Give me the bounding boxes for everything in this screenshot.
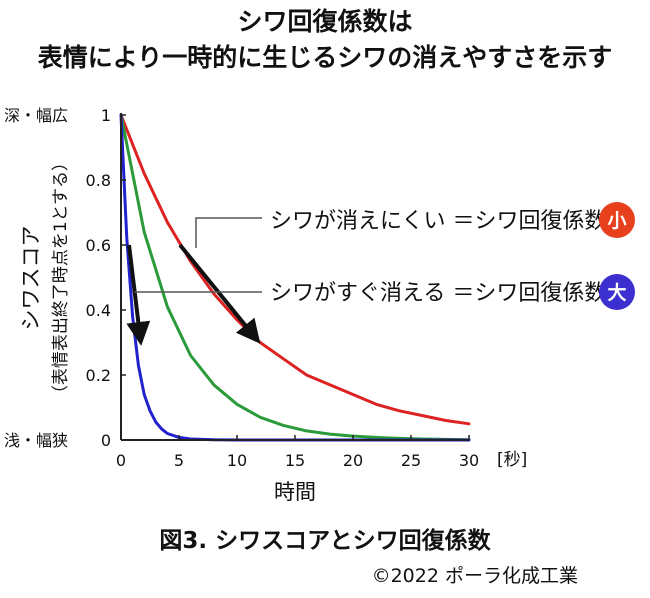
series-line-2: [119, 113, 471, 442]
tick-labels: 00.20.40.60.810 5 10 15 20 25 30: [86, 106, 480, 470]
annotations: シワが消えにくい ＝シワ回復係数 小シワがすぐ消える ＝シワ回復係数大: [134, 202, 635, 310]
y-axis-title: シワスコア: [19, 226, 43, 331]
axes: [120, 113, 470, 441]
x-tick-label: 25: [401, 451, 421, 470]
y-axis-subtitle: （表情表出終了時点を1とする）: [51, 154, 71, 402]
x-tick-label: 10: [227, 451, 247, 470]
arrow-slow-decay: [178, 243, 261, 344]
y-tick-label: 0.2: [86, 366, 111, 385]
y-top-label: 深・幅広: [4, 106, 68, 125]
annotation-badge-label: 大: [607, 281, 626, 304]
y-tick-label: 0.8: [86, 171, 111, 190]
chart-title-line2: 表情により一時的に生じるシワの消えやすさを示す: [37, 43, 613, 72]
x-tick-label: 20: [343, 451, 363, 470]
x-axis-title: 時間: [274, 480, 316, 504]
leader-line-slow: [195, 217, 262, 248]
x-tick-label: 15: [285, 451, 305, 470]
y-tick-label: 0.4: [86, 301, 111, 320]
trend-arrows: [126, 243, 261, 346]
chart-area: 00.20.40.60.810 5 10 15 20 25 30 シワが消えにくい ＝シワ回…: [4, 106, 635, 504]
annotation-text: シワが消えにくい ＝シワ回復係数: [270, 209, 607, 234]
x-axis-unit: [秒]: [497, 450, 527, 470]
series-line-3: [119, 113, 471, 442]
series-line-1: [119, 113, 471, 426]
x-tick-label: 0: [116, 451, 126, 470]
annotation-text: シワがすぐ消える ＝シワ回復係数: [270, 281, 606, 306]
copyright-notice: ©2022 ポーラ化成工業: [371, 565, 578, 587]
annotation-badge: [599, 274, 635, 310]
y-tick-label: 0: [101, 431, 111, 450]
annotation-badge: [599, 202, 635, 238]
arrow-fast-decay: [126, 244, 151, 346]
y-tick-label: 0.6: [86, 236, 111, 255]
figure-caption: 図3. シワスコアとシワ回復係数: [159, 528, 491, 554]
chart-title-line1: シワ回復係数は: [237, 7, 413, 36]
series-lines: [119, 113, 471, 442]
y-tick-label: 1: [101, 106, 111, 125]
x-tick-label: 30: [459, 451, 479, 470]
annotation-badge-label: 小: [607, 210, 626, 232]
y-bottom-label: 浅・幅狭: [4, 431, 68, 450]
x-tick-label: 5: [174, 451, 184, 470]
